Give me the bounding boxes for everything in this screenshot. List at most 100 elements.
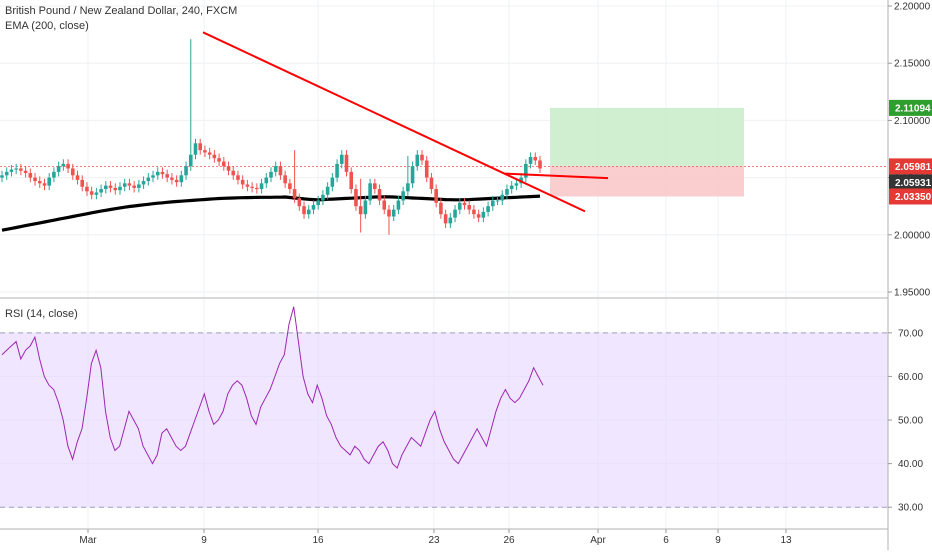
candle-body[interactable] [420, 154, 424, 161]
candle-body[interactable] [193, 143, 198, 155]
candle[interactable] [160, 167, 165, 179]
candle-body[interactable] [495, 200, 500, 202]
candle-body[interactable] [94, 192, 99, 195]
candle-body[interactable] [476, 214, 481, 218]
candle-body[interactable] [226, 166, 231, 171]
candle[interactable] [439, 198, 443, 219]
candle-body[interactable] [434, 189, 438, 203]
candle-body[interactable] [118, 186, 122, 191]
candle-body[interactable] [47, 177, 51, 186]
candle-body[interactable] [439, 202, 443, 215]
candle-body[interactable] [132, 185, 136, 188]
candle-body[interactable] [339, 154, 344, 164]
candle-body[interactable] [198, 143, 203, 151]
candle[interactable] [165, 169, 169, 183]
candle[interactable] [302, 201, 306, 219]
candle[interactable] [226, 161, 231, 176]
candle[interactable] [424, 155, 429, 183]
candle[interactable] [212, 150, 217, 163]
candle-body[interactable] [61, 163, 66, 167]
candle-body[interactable] [297, 198, 302, 207]
candle[interactable] [377, 184, 382, 206]
candle-body[interactable] [288, 183, 292, 190]
candle[interactable] [132, 181, 136, 193]
candle[interactable] [415, 150, 420, 171]
rsi-line[interactable] [1, 306, 544, 469]
candle-body[interactable] [184, 166, 188, 176]
candle[interactable] [42, 178, 47, 191]
candle-body[interactable] [155, 171, 160, 176]
candle[interactable] [240, 175, 245, 190]
candle-body[interactable] [391, 209, 396, 217]
price-label-last[interactable]: 2.05931 [889, 174, 932, 191]
candle-body[interactable] [52, 171, 56, 178]
candle[interactable] [127, 178, 132, 191]
candle-body[interactable] [141, 181, 146, 185]
candle-body[interactable] [56, 166, 61, 172]
candle[interactable] [250, 182, 254, 193]
candle-body[interactable] [85, 186, 89, 192]
candle[interactable] [358, 178, 363, 233]
candle-body[interactable] [23, 170, 28, 174]
price-label-target[interactable]: 2.11094 [889, 99, 932, 116]
ema-200-line[interactable] [1, 194, 541, 232]
candle-body[interactable] [358, 206, 363, 215]
candle-body[interactable] [424, 160, 429, 178]
candle[interactable] [273, 161, 278, 177]
price-axis-background[interactable] [888, 0, 932, 550]
candle[interactable] [28, 168, 33, 183]
rsi-path[interactable] [1, 306, 544, 469]
candles[interactable] [0, 39, 542, 235]
candle[interactable] [85, 182, 89, 196]
candle[interactable] [292, 150, 297, 203]
candle-body[interactable] [160, 171, 165, 175]
candle-body[interactable] [42, 183, 47, 186]
candle-body[interactable] [448, 217, 453, 224]
candle[interactable] [354, 184, 358, 211]
candle[interactable] [19, 163, 23, 176]
candle[interactable] [533, 152, 538, 166]
candle-body[interactable] [122, 183, 127, 187]
candle-body[interactable] [321, 194, 325, 201]
candle[interactable] [118, 182, 122, 195]
candle[interactable] [137, 179, 141, 193]
trendlines[interactable] [202, 31, 609, 213]
candle-body[interactable] [387, 209, 391, 217]
candle[interactable] [278, 161, 283, 180]
candle[interactable] [52, 167, 56, 183]
candle-body[interactable] [354, 189, 358, 207]
candle[interactable] [151, 170, 155, 183]
candle-body[interactable] [245, 184, 250, 187]
candle-body[interactable] [278, 166, 283, 176]
candle[interactable] [434, 184, 438, 208]
candle[interactable] [203, 145, 207, 158]
candle-body[interactable] [349, 171, 354, 190]
candle[interactable] [0, 170, 4, 183]
candle[interactable] [269, 167, 273, 183]
candle[interactable] [141, 176, 146, 190]
candle-body[interactable] [486, 206, 490, 212]
candle-body[interactable] [33, 177, 37, 182]
candle[interactable] [207, 147, 212, 160]
candle-body[interactable] [174, 179, 179, 183]
candle[interactable] [457, 198, 462, 215]
candle[interactable] [472, 205, 476, 219]
candle[interactable] [467, 200, 472, 215]
candle[interactable] [47, 173, 51, 191]
symbol-title[interactable]: British Pound / New Zealand Dollar, 240,… [5, 5, 238, 17]
candle[interactable] [509, 181, 514, 194]
candle-body[interactable] [222, 161, 226, 167]
candle[interactable] [349, 167, 354, 194]
candle-body[interactable] [368, 183, 372, 201]
candle[interactable] [373, 178, 377, 194]
candle-body[interactable] [14, 168, 18, 170]
candle[interactable] [4, 167, 9, 180]
candle[interactable] [491, 195, 495, 211]
candle[interactable] [406, 155, 410, 196]
candle[interactable] [259, 178, 264, 194]
candle-body[interactable] [292, 189, 297, 199]
candle[interactable] [420, 150, 424, 166]
price-axis[interactable]: 2.200002.150002.100002.050002.000001.950… [888, 2, 932, 299]
candle[interactable] [174, 175, 179, 187]
